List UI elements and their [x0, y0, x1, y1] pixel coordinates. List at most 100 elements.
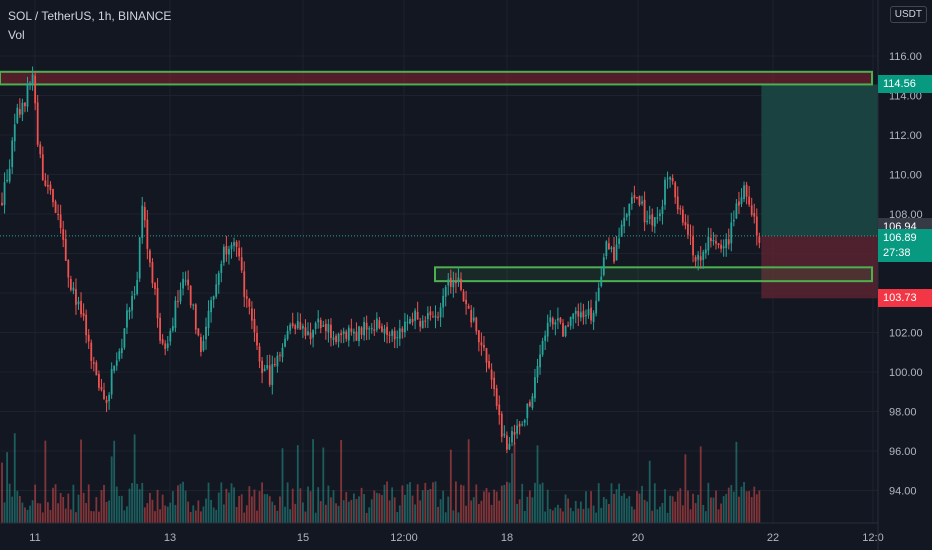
candle-body [8, 168, 11, 182]
candle-body [281, 347, 284, 358]
candle-body [251, 308, 253, 321]
candle-body [712, 239, 715, 242]
currency-button[interactable]: USDT [889, 6, 927, 23]
candle-body [605, 241, 608, 256]
volume-bar [432, 482, 434, 523]
volume-bar [345, 492, 348, 523]
volume-bar [11, 496, 14, 523]
volume-bar [523, 510, 526, 523]
volume-bar [355, 498, 358, 523]
candle-body [3, 182, 6, 206]
candle-body [462, 291, 465, 302]
candle-body [230, 244, 233, 249]
volume-bar [605, 499, 608, 523]
candle-body [258, 346, 261, 362]
volume-bar [143, 507, 146, 523]
target-price-label: 114.56 [878, 75, 932, 94]
volume-bar [57, 503, 59, 523]
volume-bar [118, 496, 121, 523]
volume-bar [368, 507, 371, 523]
volume-bar [13, 433, 16, 523]
candle-body [643, 199, 646, 223]
volume-bar [146, 503, 149, 523]
candle-body [291, 323, 294, 327]
volume-bar [39, 503, 42, 523]
volume-bar [411, 495, 414, 523]
candle-body [263, 368, 266, 372]
candle-body [551, 318, 554, 325]
volume-bar [753, 486, 756, 523]
candle-body [182, 278, 184, 289]
candle-body [355, 331, 358, 341]
candle-body [424, 320, 427, 322]
volume-bar [681, 505, 684, 523]
volume-bar [335, 503, 337, 523]
volume-bar [217, 492, 220, 523]
volume-bar [72, 484, 75, 523]
volume-bar [419, 500, 422, 523]
volume-bar [643, 499, 646, 523]
candle-body [49, 184, 52, 191]
volume-bar [276, 510, 279, 523]
volume-bar [212, 507, 215, 523]
candle-body [434, 315, 437, 318]
candle-body [521, 424, 524, 426]
volume-bar [230, 483, 233, 523]
candle-body [11, 140, 14, 168]
volume-bars [1, 433, 761, 523]
candle-body [447, 279, 450, 286]
support-zone [434, 266, 873, 283]
volume-bar [136, 483, 139, 523]
candle-body [365, 322, 368, 330]
x-tick-label: 13 [164, 532, 176, 544]
candle-body [419, 321, 422, 327]
candle-body [307, 331, 309, 335]
candle-body [503, 433, 506, 436]
candle-body [240, 257, 243, 271]
volume-bar [585, 491, 587, 523]
candle-body [373, 329, 376, 331]
volume-bar [120, 495, 123, 523]
volume-bar [477, 503, 480, 523]
candle-body [36, 102, 39, 145]
volume-bar [388, 500, 391, 523]
candle-body [404, 321, 406, 333]
candle-body [608, 243, 610, 250]
candle-body [661, 206, 664, 214]
volume-bar [123, 510, 126, 523]
volume-bar [26, 509, 29, 523]
volume-bar [261, 482, 263, 523]
candle-body [483, 344, 485, 348]
candle-body [128, 309, 131, 313]
volume-bar [100, 490, 103, 523]
volume-bar [455, 481, 457, 523]
candle-body [396, 337, 399, 339]
volume-bar [421, 490, 424, 523]
candle-body [161, 339, 164, 344]
candle-body [544, 335, 547, 341]
volume-bar [202, 506, 205, 523]
candle-body [105, 399, 108, 403]
candle-body [370, 327, 373, 330]
candle-body [720, 244, 722, 249]
candle-body [143, 207, 146, 221]
volume-bar [286, 482, 289, 523]
volume-bar [648, 460, 651, 523]
volume-bar [574, 500, 577, 523]
candle-body [92, 362, 95, 364]
volume-bar [386, 481, 388, 523]
candle-body [613, 247, 615, 262]
candle-body [694, 256, 697, 262]
volume-bar [508, 482, 511, 523]
candle-body [730, 222, 733, 244]
candle-body [725, 239, 728, 249]
x-tick-label: 18 [501, 532, 513, 544]
candle-body [222, 246, 225, 263]
y-tick-label: 98.00 [889, 407, 917, 419]
candle-body [317, 318, 320, 323]
volume-bar [365, 512, 368, 523]
candle-body [187, 279, 190, 286]
volume-bar [3, 502, 6, 523]
volume-bar [620, 495, 623, 523]
